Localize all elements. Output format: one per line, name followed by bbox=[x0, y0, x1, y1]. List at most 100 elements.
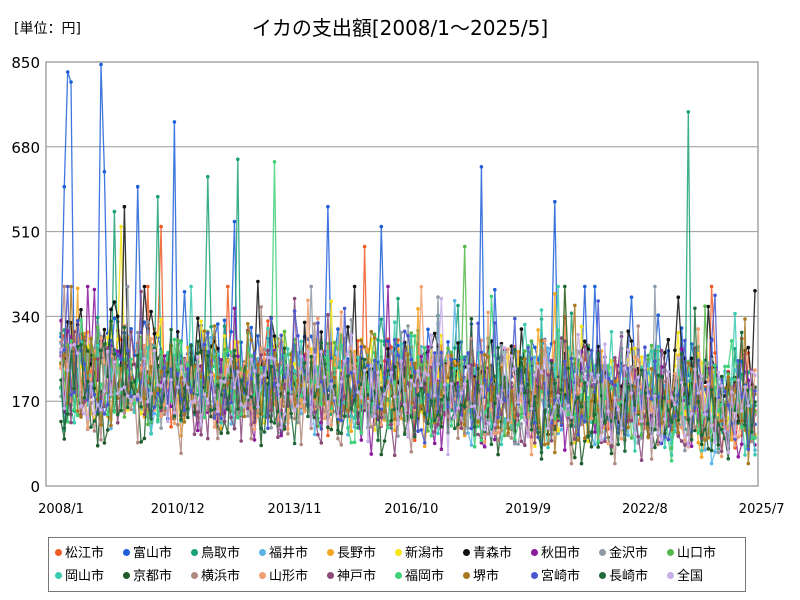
data-point bbox=[536, 364, 540, 369]
data-point bbox=[736, 421, 741, 425]
data-point bbox=[419, 428, 424, 432]
data-point bbox=[683, 448, 687, 453]
data-point bbox=[349, 318, 354, 322]
legend-label: 富山市 bbox=[133, 546, 173, 561]
data-point bbox=[256, 405, 260, 409]
data-point bbox=[342, 414, 347, 418]
data-point bbox=[493, 321, 497, 325]
data-point bbox=[589, 416, 594, 421]
data-point bbox=[379, 339, 384, 343]
data-point bbox=[459, 403, 464, 407]
data-point bbox=[536, 328, 540, 332]
data-point bbox=[506, 431, 510, 435]
data-point bbox=[392, 394, 397, 399]
data-point bbox=[496, 430, 500, 435]
data-point bbox=[72, 342, 77, 347]
data-point bbox=[659, 348, 664, 353]
data-point bbox=[563, 448, 567, 452]
data-point bbox=[79, 415, 83, 419]
data-point bbox=[62, 426, 67, 430]
data-point bbox=[543, 338, 547, 343]
data-point bbox=[412, 435, 417, 439]
data-point bbox=[593, 379, 597, 384]
data-point bbox=[452, 363, 457, 368]
legend-item: 横浜市 bbox=[191, 565, 240, 584]
data-point bbox=[346, 325, 350, 329]
data-point bbox=[85, 349, 90, 353]
data-point bbox=[609, 408, 614, 412]
data-point bbox=[729, 385, 734, 390]
data-point bbox=[82, 399, 87, 404]
data-point bbox=[696, 431, 701, 435]
data-point bbox=[142, 397, 147, 401]
data-point bbox=[663, 350, 667, 355]
data-point bbox=[135, 440, 140, 445]
data-point bbox=[493, 287, 497, 292]
data-point bbox=[746, 378, 751, 383]
data-point bbox=[352, 284, 357, 289]
legend-marker bbox=[191, 549, 198, 556]
data-point bbox=[262, 357, 267, 361]
data-point bbox=[72, 386, 77, 391]
legend-marker bbox=[463, 572, 470, 579]
data-point bbox=[122, 204, 127, 209]
data-point bbox=[212, 355, 217, 360]
legend-marker bbox=[123, 549, 130, 556]
data-point bbox=[533, 420, 537, 425]
data-point bbox=[99, 382, 103, 387]
data-point bbox=[366, 439, 370, 444]
data-point bbox=[336, 327, 340, 331]
data-point bbox=[229, 330, 233, 334]
data-point bbox=[312, 353, 317, 357]
data-point bbox=[546, 346, 550, 351]
data-point bbox=[409, 334, 414, 339]
data-point bbox=[749, 430, 754, 434]
data-point bbox=[516, 400, 520, 405]
data-point bbox=[476, 415, 480, 420]
data-point bbox=[266, 381, 270, 386]
data-point bbox=[386, 284, 390, 289]
data-point bbox=[346, 408, 350, 413]
data-point bbox=[326, 433, 330, 438]
legend-item: 福井市 bbox=[259, 542, 308, 561]
data-point bbox=[302, 354, 307, 358]
data-point bbox=[69, 284, 73, 289]
data-point bbox=[446, 414, 450, 419]
legend-item: 金沢市 bbox=[599, 542, 648, 561]
data-point bbox=[556, 428, 560, 433]
data-point bbox=[232, 394, 237, 399]
data-point bbox=[623, 449, 627, 453]
data-point bbox=[329, 299, 334, 304]
data-point bbox=[169, 378, 173, 382]
data-point bbox=[199, 432, 203, 437]
data-point bbox=[129, 357, 133, 361]
data-point bbox=[716, 422, 721, 427]
data-point bbox=[553, 199, 557, 204]
data-point bbox=[519, 415, 524, 420]
data-point bbox=[226, 407, 230, 412]
data-point bbox=[362, 244, 367, 249]
data-point bbox=[342, 306, 347, 311]
data-point bbox=[419, 386, 424, 390]
data-point bbox=[533, 441, 537, 445]
data-point bbox=[262, 362, 267, 367]
data-point bbox=[272, 334, 277, 338]
legend-marker bbox=[599, 549, 606, 556]
data-point bbox=[409, 449, 414, 454]
data-point bbox=[222, 352, 227, 357]
data-point bbox=[179, 365, 183, 369]
data-point bbox=[202, 415, 207, 420]
data-point bbox=[216, 436, 220, 441]
data-point bbox=[346, 352, 350, 356]
data-point bbox=[686, 443, 691, 448]
data-point bbox=[206, 436, 210, 441]
data-point bbox=[276, 363, 280, 367]
data-point bbox=[689, 444, 694, 449]
x-axis-ticks: 2008/1 2010/12 2013/11 2016/10 2019/9 2022/8 2… bbox=[38, 502, 784, 517]
data-point bbox=[493, 401, 497, 406]
data-point bbox=[693, 425, 697, 430]
data-point bbox=[456, 341, 460, 345]
data-point bbox=[276, 383, 280, 387]
data-point bbox=[649, 397, 654, 401]
data-point bbox=[436, 380, 440, 385]
